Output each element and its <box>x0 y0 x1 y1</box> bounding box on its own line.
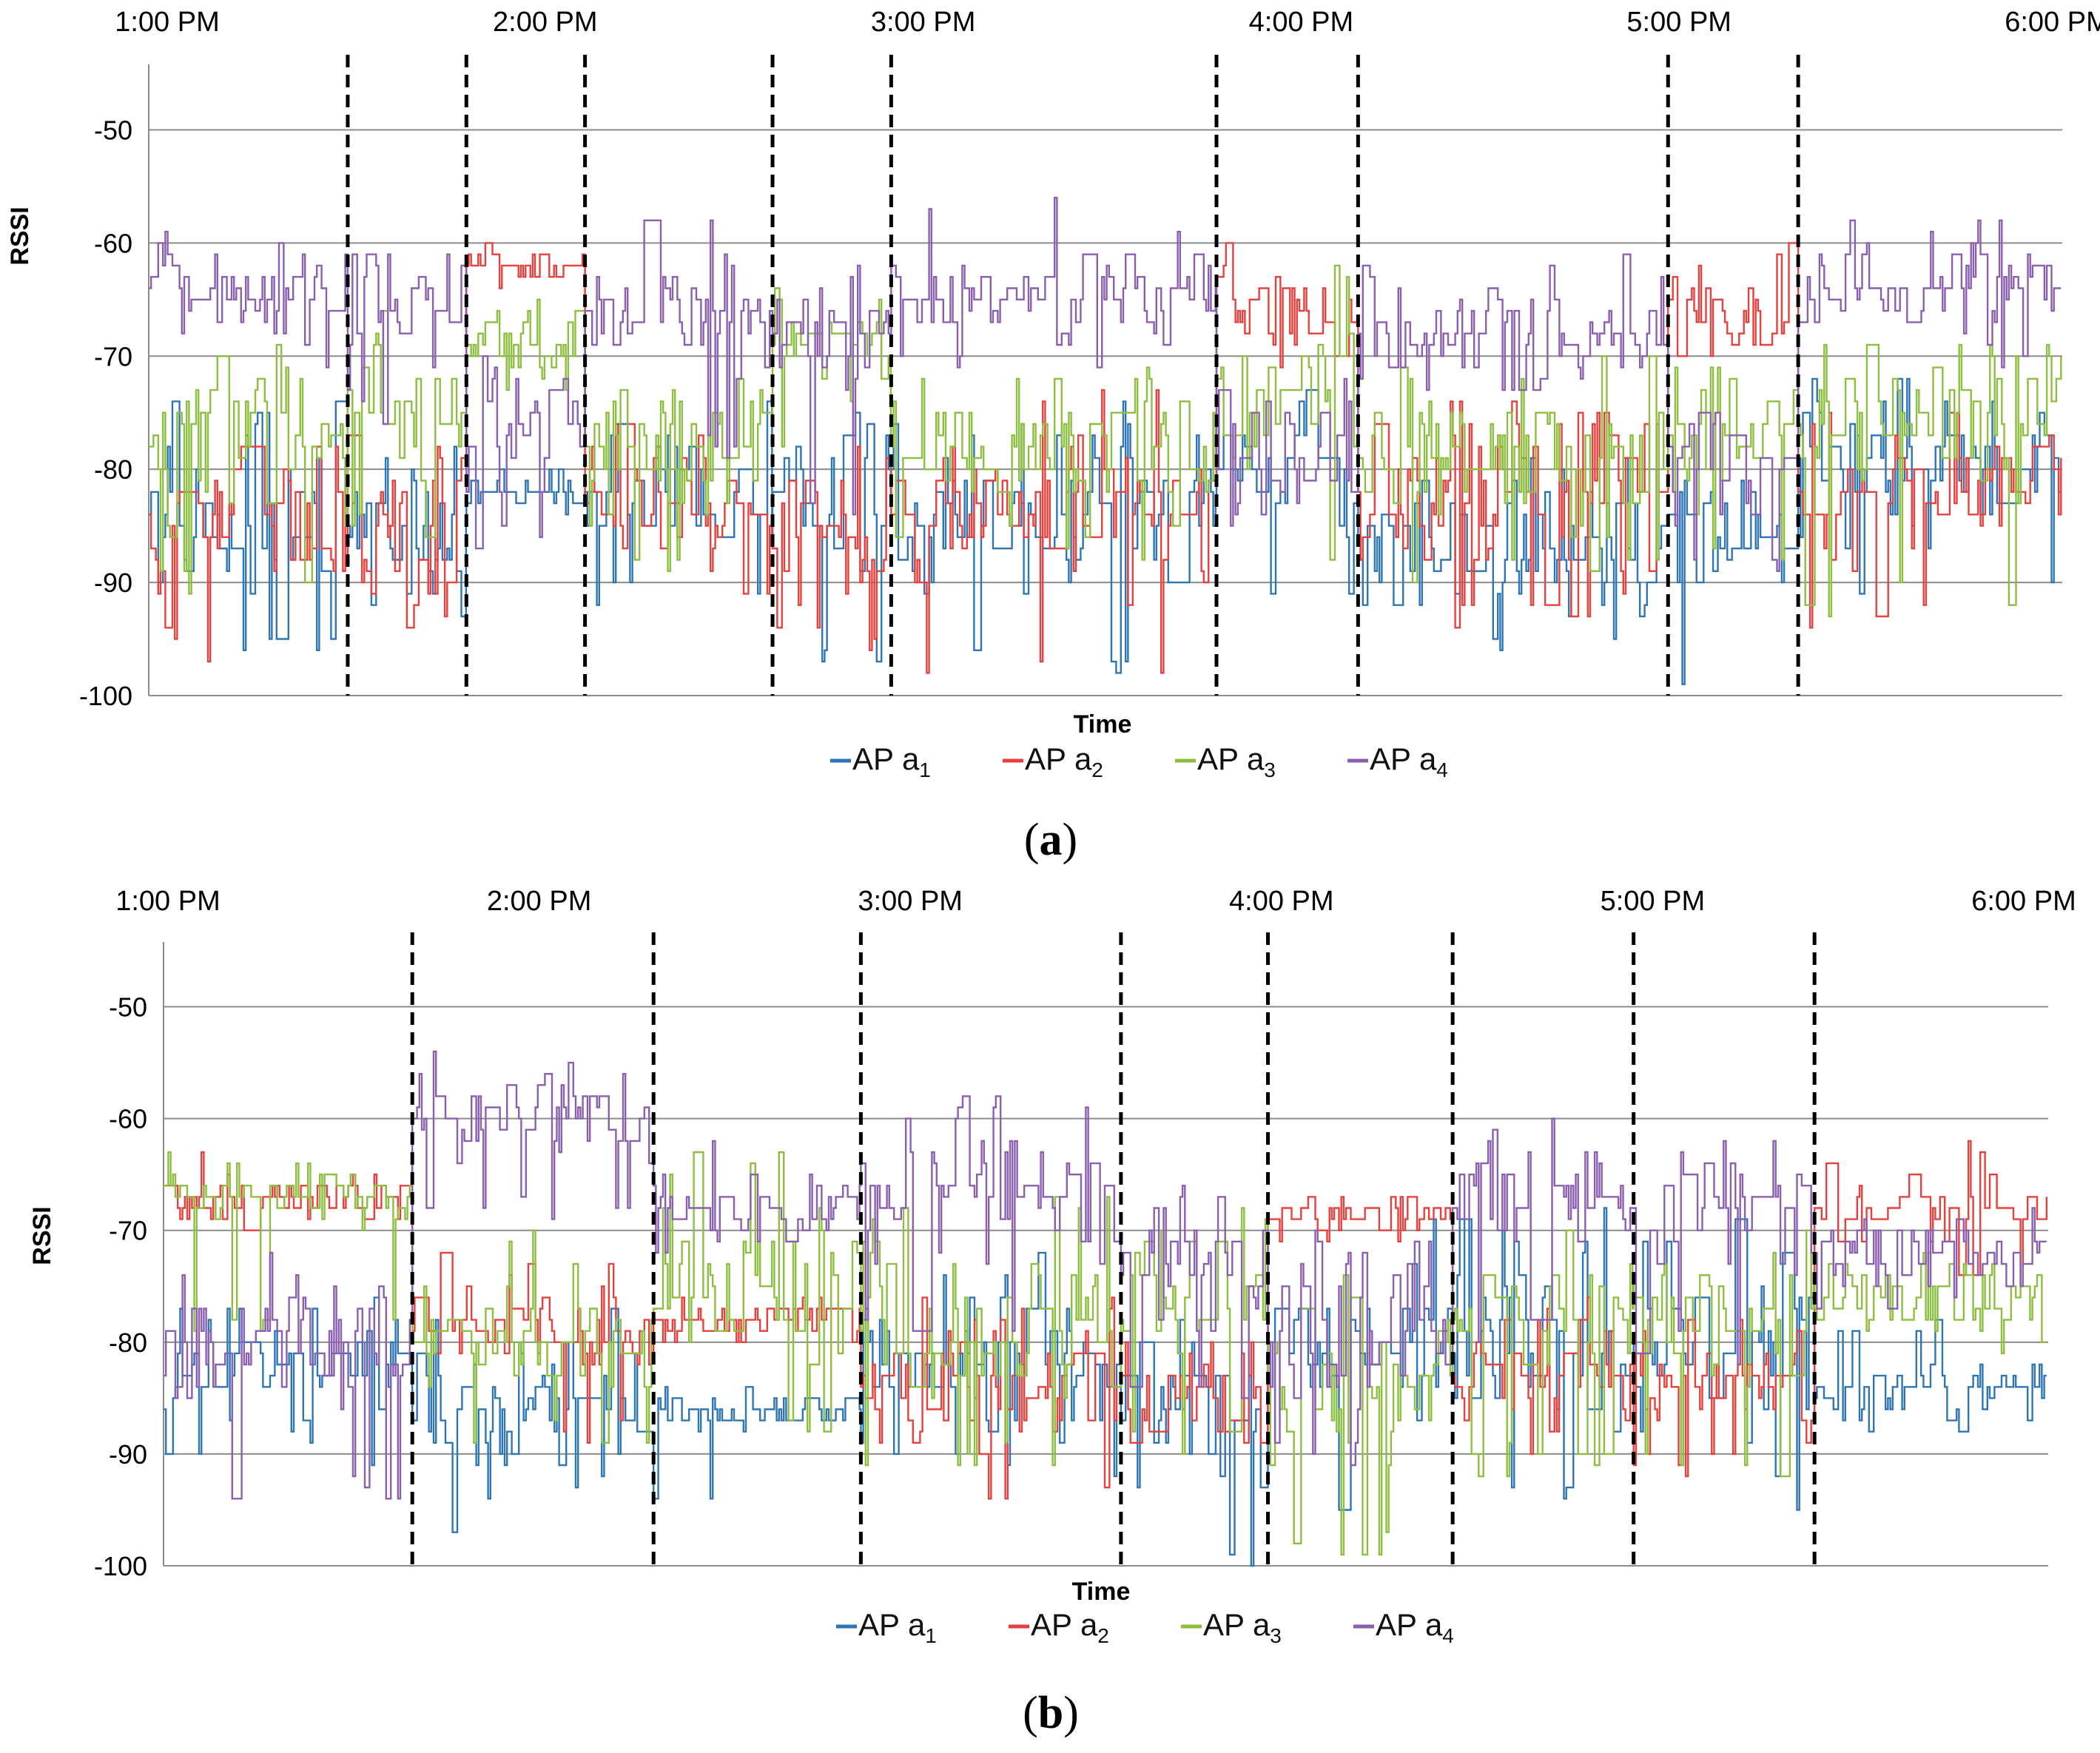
series-line-ap-a1 <box>164 1207 2047 1567</box>
legend-item-ap-a4: AP a4 <box>1347 741 1448 781</box>
y-tick-label: -80 <box>94 454 132 485</box>
time-tick-label: 5:00 PM <box>1601 886 1706 917</box>
y-tick-label: -100 <box>94 1551 147 1581</box>
legend-item-ap-a2: AP a2 <box>1009 1607 1109 1647</box>
legend-item-ap-a3: AP a3 <box>1175 741 1276 781</box>
panel-label: (b) <box>1023 1688 1079 1738</box>
time-tick-label: 4:00 PM <box>1229 886 1334 917</box>
legend: AP a1 AP a2 AP a3 AP a4 <box>836 1607 1454 1647</box>
y-tick-label: -50 <box>94 115 132 145</box>
time-tick-label: 6:00 PM <box>1971 886 2076 917</box>
series-line-ap-a4 <box>164 1050 2047 1500</box>
legend-label: AP a1 <box>852 741 931 781</box>
y-tick-label: -90 <box>109 1439 147 1470</box>
y-tick-label: -70 <box>94 341 132 371</box>
time-tick-label: 1:00 PM <box>115 886 221 917</box>
x-axis-title: Time <box>1074 710 1132 738</box>
x-axis-title: Time <box>1072 1578 1131 1606</box>
time-tick-label: 3:00 PM <box>858 886 963 917</box>
y-tick-label: -60 <box>94 228 132 258</box>
legend: AP a1 AP a2 AP a3 AP a4 <box>830 741 1448 781</box>
time-tick-label: 1:00 PM <box>115 7 220 38</box>
series-line-ap-a3 <box>164 1151 2047 1556</box>
legend-label: AP a1 <box>858 1607 937 1647</box>
legend-item-ap-a1: AP a1 <box>830 741 931 781</box>
y-tick-label: -80 <box>109 1328 147 1358</box>
series-line-ap-a1 <box>149 377 2062 685</box>
y-axis-title: RSSI <box>28 1206 56 1265</box>
series-group <box>164 1050 2047 1567</box>
panel-label: (a) <box>1024 815 1077 865</box>
legend-label: AP a3 <box>1203 1607 1282 1647</box>
legend-label: AP a2 <box>1025 741 1103 781</box>
legend-label: AP a4 <box>1376 1607 1454 1647</box>
legend-item-ap-a3: AP a3 <box>1181 1607 1282 1647</box>
y-axis-title: RSSI <box>6 206 34 265</box>
legend-item-ap-a1: AP a1 <box>836 1607 937 1647</box>
time-tick-label: 3:00 PM <box>871 7 976 38</box>
y-tick-label: -100 <box>79 681 132 711</box>
series-group <box>149 197 2062 685</box>
y-tick-label: -60 <box>109 1104 147 1134</box>
y-tick-label: -90 <box>94 568 132 598</box>
legend-item-ap-a2: AP a2 <box>1003 741 1103 781</box>
legend-label: AP a4 <box>1370 741 1448 781</box>
legend-item-ap-a4: AP a4 <box>1353 1607 1454 1647</box>
y-tick-label: -50 <box>109 992 147 1023</box>
time-tick-label: 6:00 PM <box>2005 7 2100 38</box>
chart-panel-b: -50 -60 -70 -80 -90 -100 1:00 PM 2:00 PM 3:00 PM… <box>28 886 2076 1738</box>
legend-label: AP a3 <box>1197 741 1276 781</box>
time-tick-label: 4:00 PM <box>1249 7 1354 38</box>
chart-panel-a: -50 -60 -70 -80 -90 -100 1:00 PM 2:00 PM 3:00 PM… <box>6 7 2100 865</box>
time-tick-label: 5:00 PM <box>1626 7 1732 38</box>
y-tick-label: -70 <box>109 1216 147 1246</box>
legend-label: AP a2 <box>1031 1607 1109 1647</box>
time-tick-label: 2:00 PM <box>493 7 598 38</box>
time-tick-label: 2:00 PM <box>487 886 592 917</box>
series-line-ap-a4 <box>149 197 2062 572</box>
